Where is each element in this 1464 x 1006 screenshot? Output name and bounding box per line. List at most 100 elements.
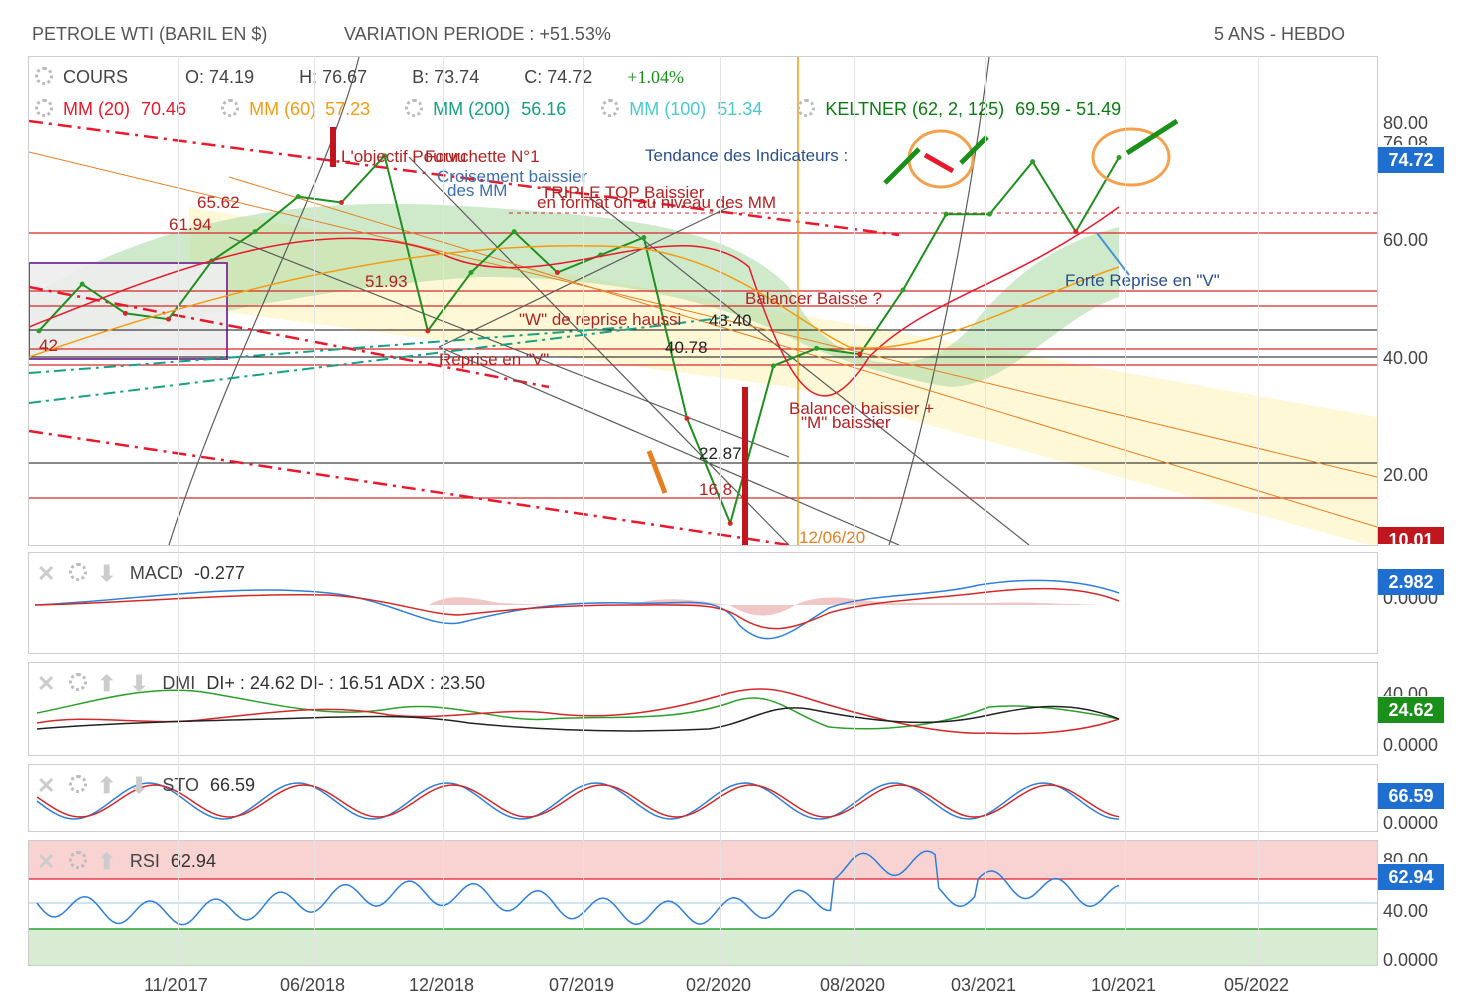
instrument-title: PETROLE WTI (BARIL EN $) — [32, 24, 268, 44]
period-label[interactable]: 5 ANS - HEBDO — [1214, 24, 1346, 44]
gear-icon[interactable] — [69, 563, 88, 581]
rsi-badge: 62.94 — [1378, 864, 1444, 890]
arrow-down-icon[interactable]: ⬇ — [129, 671, 149, 696]
keltner-label: KELTNER (62, 2, 125) — [825, 99, 1005, 119]
gear-icon[interactable] — [221, 99, 240, 117]
macd-label: MACD — [129, 563, 183, 583]
x-gridline — [1125, 56, 1126, 964]
price-point — [900, 287, 906, 293]
period-variation: VARIATION PERIODE : +51.53% — [344, 24, 611, 44]
price-point — [684, 415, 690, 421]
macd-badge: 2.982 — [1378, 569, 1444, 595]
arrow-up-icon[interactable]: ⬆ — [97, 773, 116, 798]
price-point — [468, 270, 474, 275]
price-point — [641, 235, 647, 240]
macd-chart — [34, 579, 1120, 640]
gear-icon[interactable] — [601, 99, 620, 117]
arrow-down-icon[interactable]: ⬇ — [97, 561, 116, 586]
annotation-forte-reprise: Forte Reprise en "V" — [1065, 271, 1220, 290]
price-tick: 80.00 — [1383, 113, 1429, 133]
sto-panel[interactable]: ✕ ⬆ ⬇ STO 66.59 — [28, 764, 1378, 832]
mm60-value: 57.23 — [325, 99, 371, 119]
rsi-panel[interactable]: ✕ ⬆ RSI 62.94 — [28, 840, 1378, 966]
indicator-circle-2 — [1091, 127, 1171, 187]
low-badge: 10.01 — [1378, 527, 1444, 544]
cours-label: COURS — [63, 67, 129, 87]
close-icon[interactable]: ✕ — [37, 561, 56, 586]
orange-up-arrow — [646, 450, 668, 494]
high-value: H: 76.67 — [299, 67, 368, 87]
mm100-value: 51.34 — [717, 99, 763, 119]
price-point — [943, 211, 949, 217]
price-tick: 20.00 — [1383, 465, 1429, 485]
arrow-up-icon[interactable]: ⬆ — [97, 671, 116, 696]
price-tick-partial: 76.08 — [1383, 133, 1429, 145]
price-point — [814, 345, 820, 351]
consolidation-box — [29, 262, 228, 360]
x-gridline — [178, 56, 179, 964]
rsi-label: RSI — [129, 851, 160, 871]
keltner-value: 69.59 - 51.49 — [1015, 99, 1122, 119]
dmi-panel[interactable]: ✕⬆⬇DMI DI+ : 24.62 DI- : 16.51 ADX : 23.… — [28, 662, 1378, 756]
keltner-band — [29, 203, 1119, 387]
price-panel[interactable]: L'objectif Pourvu Fourchette N°1 Croisem… — [28, 56, 1378, 546]
gear-icon[interactable] — [35, 67, 53, 85]
gear-icon[interactable] — [35, 99, 53, 117]
x-gridline — [720, 56, 721, 964]
open-value: O: 74.19 — [185, 67, 255, 87]
close-icon[interactable]: ✕ — [37, 849, 56, 874]
gear-icon[interactable] — [405, 99, 424, 117]
close-icon[interactable]: ✕ — [37, 671, 56, 696]
red-arrow — [923, 152, 955, 174]
close-icon[interactable]: ✕ — [37, 773, 56, 798]
dmi-badge: 24.62 — [1378, 697, 1444, 723]
x-gridline — [314, 56, 315, 964]
price-point — [425, 328, 431, 334]
x-gridline — [1258, 56, 1259, 964]
x-gridline — [583, 56, 584, 964]
di-plus-line — [36, 689, 1120, 730]
last-price-badge: 74.72 — [1378, 147, 1444, 173]
gear-icon[interactable] — [69, 673, 88, 691]
fan-lines — [168, 57, 1030, 545]
macd-panel[interactable]: ✕ ⬇ MACD -0.277 — [28, 552, 1378, 654]
label-16: 16.8 — [699, 480, 732, 499]
mm20-curve — [29, 206, 1120, 397]
label-48: 48.40 — [709, 311, 752, 330]
dmi-value: DI+ : 24.62 DI- : 16.51 ADX : 23.50 — [206, 673, 485, 693]
price-point — [382, 153, 388, 159]
annotation-des-mm: des MM — [447, 181, 507, 200]
x-tick-label: 08/2020 — [820, 975, 886, 995]
di-minus-line — [36, 688, 1120, 735]
label-61: 61.94 — [169, 215, 212, 234]
macd-value: -0.277 — [193, 563, 245, 583]
annotation-objective: L'objectif Pourvu — [341, 147, 466, 166]
green-arrow-2 — [959, 135, 989, 165]
sto-k-line — [36, 782, 1120, 820]
mm200-value: 56.16 — [521, 99, 567, 119]
annotation-croisement: Croisement baissier — [437, 167, 588, 186]
price-point — [122, 310, 128, 316]
price-point — [338, 200, 344, 205]
gear-icon[interactable] — [69, 851, 88, 869]
price-point — [79, 281, 85, 287]
arrow-down-icon[interactable]: ⬇ — [129, 773, 149, 798]
price-chart: L'objectif Pourvu Fourchette N°1 Croisem… — [29, 57, 1377, 545]
price-point — [770, 363, 776, 369]
sto-legend: ✕ ⬆ ⬇ STO 66.59 — [37, 773, 255, 799]
x-tick-label: 06/2018 — [280, 975, 346, 995]
macd-line — [34, 579, 1120, 640]
label-date: 12/06/20 — [799, 528, 865, 545]
x-gridline — [443, 56, 444, 964]
annotation-tendance: Tendance des Indicateurs : — [645, 146, 848, 165]
arrow-up-icon[interactable]: ⬆ — [97, 849, 116, 874]
trend-lines — [29, 119, 900, 545]
gear-icon[interactable] — [797, 99, 816, 117]
blue-pointer — [1096, 232, 1130, 276]
x-tick-label: 07/2019 — [549, 975, 615, 995]
mm200-line — [29, 316, 730, 404]
x-tick-label: 05/2022 — [1224, 975, 1290, 995]
orange-channel — [29, 151, 1377, 528]
signal-line — [34, 587, 1120, 630]
gear-icon[interactable] — [69, 775, 88, 793]
